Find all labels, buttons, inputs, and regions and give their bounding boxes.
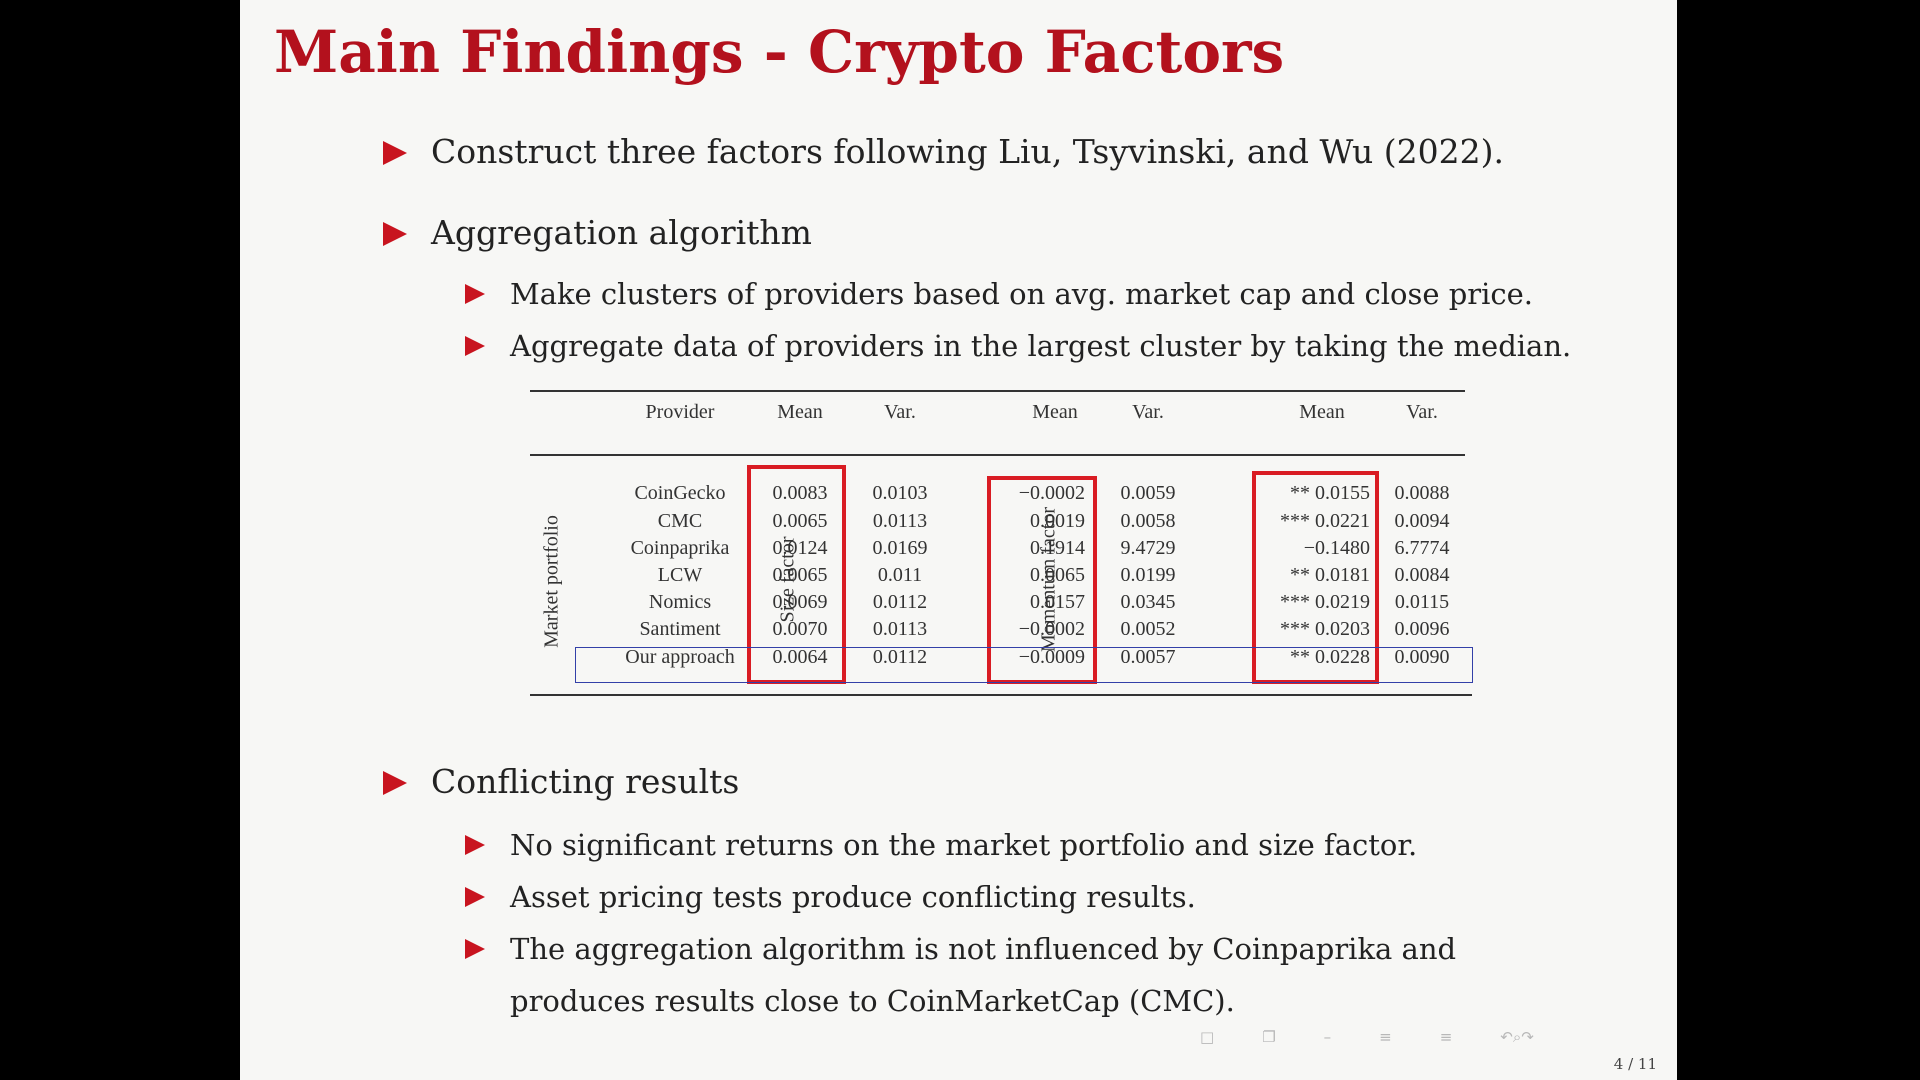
bullet-triangle-icon: [465, 284, 485, 304]
toc-nav-icon[interactable]: ≡: [1439, 1028, 1453, 1046]
bullet-text: Construct three factors following Liu, T…: [431, 132, 1504, 171]
market-mean-value: 0.0070: [772, 618, 828, 640]
size-mean-value: 0.0019: [1030, 510, 1085, 532]
bullet-text: Asset pricing tests produce conflicting …: [510, 880, 1196, 914]
bullet-text-line2: produces results close to CoinMarketCap …: [510, 984, 1235, 1018]
momentum-var-value: 0.0096: [1394, 618, 1450, 640]
bullet-triangle-icon: [465, 939, 485, 959]
size-var-value: 9.4729: [1120, 537, 1176, 559]
momentum-var-value: 0.0094: [1394, 510, 1450, 532]
provider-name: Nomics: [648, 591, 712, 613]
market-var-value: 0.0112: [872, 646, 928, 668]
market-var-value: 0.011: [877, 564, 923, 586]
momentum-var-value: 0.0088: [1394, 482, 1450, 504]
provider-name: Santiment: [639, 618, 721, 640]
provider-name: CoinGecko: [634, 482, 726, 504]
momentum-var-value: 0.0115: [1394, 591, 1450, 613]
size-var-value: 0.0057: [1120, 646, 1176, 668]
bullet-triangle-icon: [383, 771, 407, 795]
bullet-text: Conflicting results: [431, 762, 740, 801]
size-mean-value: −0.0002: [1018, 482, 1085, 504]
size-mean-value: 0.1914: [1030, 537, 1085, 559]
slide-nav-icon[interactable]: □: [1200, 1028, 1215, 1046]
slide-title: Main Findings - Crypto Factors: [274, 18, 1285, 86]
section-nav-icon[interactable]: ≡: [1379, 1028, 1392, 1046]
market-var-value: 0.0113: [872, 510, 928, 532]
header-momentum-var: Var.: [1406, 401, 1438, 423]
size-mean-value: −0.0002: [1018, 618, 1085, 640]
size-var-value: 0.0059: [1120, 482, 1176, 504]
size-mean-value: −0.0009: [1018, 646, 1085, 668]
size-var-value: 0.0052: [1120, 618, 1176, 640]
market-var-value: 0.0103: [872, 482, 928, 504]
header-market-mean: Mean: [777, 401, 823, 423]
momentum-var-value: 0.0090: [1394, 646, 1450, 668]
market-var-value: 0.0112: [872, 591, 928, 613]
size-var-value: 0.0345: [1120, 591, 1176, 613]
size-mean-value: 0.0065: [1030, 564, 1085, 586]
momentum-mean-value: *** 0.0219: [1280, 591, 1370, 613]
provider-name: Our approach: [625, 646, 735, 668]
provider-name: LCW: [657, 564, 703, 586]
market-mean-value: 0.0069: [772, 591, 828, 613]
market-var-value: 0.0113: [872, 618, 928, 640]
header-provider: Provider: [645, 401, 715, 423]
beamer-navigation-bar: □ ❐ – ≡ ≡ ↶⌕↷: [1200, 1028, 1534, 1048]
market-mean-value: 0.0064: [772, 646, 828, 668]
results-table: Provider Mean Var. Mean Var. Mean Var. M…: [530, 380, 1490, 720]
bullet-text-line1: The aggregation algorithm is not influen…: [510, 932, 1457, 966]
table-bottom-rule: [530, 694, 1472, 696]
group-label-market: Market portfolio: [540, 515, 563, 648]
market-mean-value: 0.0065: [772, 510, 828, 532]
momentum-mean-value: *** 0.0221: [1280, 510, 1370, 532]
size-mean-value: 0.0157: [1030, 591, 1085, 613]
provider-name: CMC: [657, 510, 703, 532]
market-mean-value: 0.0065: [772, 564, 828, 586]
table-mid-rule: [530, 454, 1465, 456]
frame-nav-icon[interactable]: ❐: [1262, 1028, 1276, 1046]
header-momentum-mean: Mean: [1299, 401, 1345, 423]
market-mean-value: 0.0083: [772, 482, 828, 504]
undo-redo-search-icon[interactable]: ↶⌕↷: [1500, 1028, 1534, 1046]
table-top-rule: [530, 390, 1465, 392]
bullet-triangle-icon: [465, 336, 485, 356]
momentum-var-value: 0.0084: [1394, 564, 1450, 586]
momentum-mean-value: *** 0.0203: [1280, 618, 1370, 640]
market-mean-value: 0.0124: [772, 537, 828, 559]
size-var-value: 0.0058: [1120, 510, 1176, 532]
our-approach-highlight: [575, 647, 1473, 683]
subsection-nav-icon[interactable]: –: [1323, 1028, 1332, 1046]
momentum-mean-value: ** 0.0181: [1290, 564, 1370, 586]
bullet-triangle-icon: [465, 887, 485, 907]
header-size-var: Var.: [1132, 401, 1164, 423]
momentum-mean-value: ** 0.0155: [1290, 482, 1370, 504]
page-number: 4 / 11: [1613, 1055, 1657, 1073]
bullet-triangle-icon: [465, 835, 485, 855]
momentum-var-value: 6.7774: [1394, 537, 1450, 559]
bullet-text: Make clusters of providers based on avg.…: [510, 277, 1534, 311]
bullet-text: No significant returns on the market por…: [510, 828, 1418, 862]
bullet-text: Aggregate data of providers in the large…: [510, 329, 1572, 363]
bullet-triangle-icon: [383, 222, 407, 246]
header-size-mean: Mean: [1032, 401, 1078, 423]
bullet-text: Aggregation algorithm: [431, 213, 812, 252]
size-var-value: 0.0199: [1120, 564, 1176, 586]
bullet-triangle-icon: [383, 141, 407, 165]
momentum-mean-value: −0.1480: [1303, 537, 1370, 559]
slide: Main Findings - Crypto Factors Construct…: [240, 0, 1677, 1080]
provider-name: Coinpaprika: [630, 537, 730, 559]
market-var-value: 0.0169: [872, 537, 928, 559]
momentum-mean-value: ** 0.0228: [1290, 646, 1370, 668]
header-market-var: Var.: [884, 401, 916, 423]
